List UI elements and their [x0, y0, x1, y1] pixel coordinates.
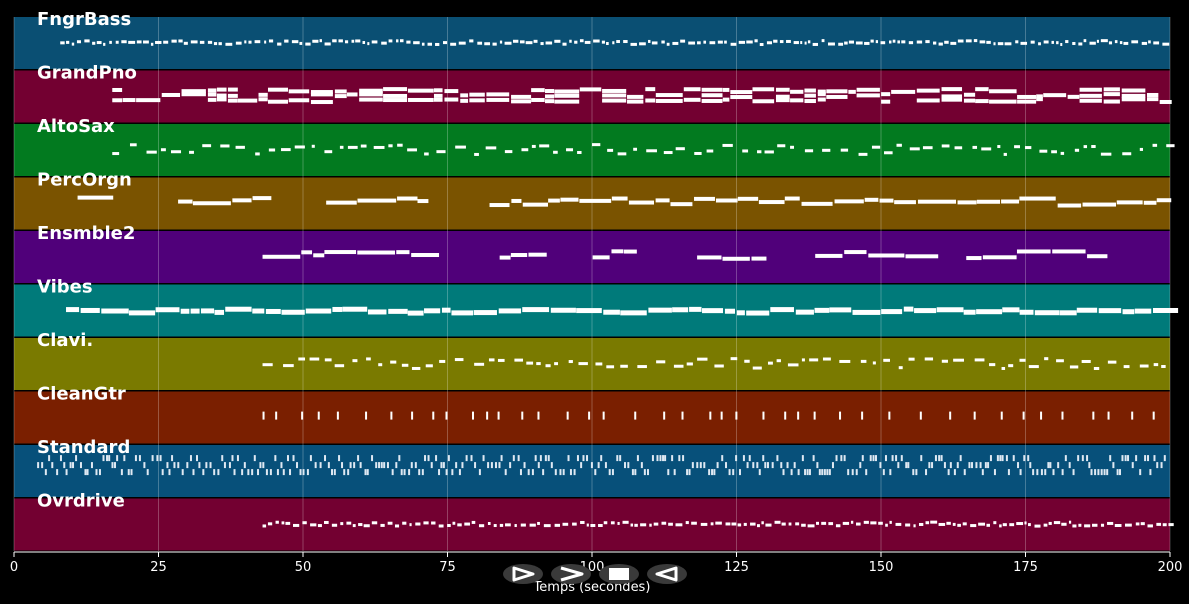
track-lane[interactable] [14, 17, 1170, 69]
track-labels: FngrBass GrandPno AltoSax PercOrgn Ensmble2 V… [37, 9, 137, 512]
next-button[interactable] [551, 564, 591, 584]
playback-controls [503, 564, 687, 584]
tick-label: 75 [439, 560, 456, 575]
tick-label: 0 [10, 560, 18, 575]
track-lane[interactable] [14, 338, 1170, 390]
track-name: FngrBass [37, 9, 131, 30]
track-lane[interactable] [14, 445, 1170, 497]
track-name: PercOrgn [37, 170, 132, 191]
tick-label: 50 [295, 560, 312, 575]
track-name: GrandPno [37, 63, 137, 84]
track-notes [112, 87, 1172, 105]
track-name: Standard [37, 437, 130, 458]
track-name: AltoSax [37, 116, 115, 137]
track-lane[interactable] [14, 70, 1170, 123]
play-reverse-button[interactable] [647, 564, 687, 584]
tick-label: 25 [150, 560, 167, 575]
axis-label: Temps (secondes) [533, 580, 651, 595]
track-name: CleanGtr [37, 384, 126, 405]
track-name: Ovrdrive [37, 491, 125, 512]
track-name: Vibes [37, 277, 93, 298]
track-notes [112, 143, 1175, 156]
tick-label: 150 [869, 560, 894, 575]
track-notes [66, 306, 1179, 316]
time-grid [13, 17, 1171, 551]
time-axis: Temps (secondes) 0 25 50 75 100 125 150 175 200 [10, 551, 1183, 595]
track-name: Clavi. [37, 330, 93, 351]
tick-label: 125 [724, 560, 749, 575]
tick-label: 175 [1013, 560, 1038, 575]
play-forward-button[interactable] [503, 564, 543, 584]
track-notes [60, 39, 1170, 47]
track-notes [262, 520, 1174, 528]
stop-button[interactable] [599, 564, 639, 584]
tick-label: 200 [1158, 560, 1183, 575]
track-notes [77, 195, 1172, 208]
track-lane[interactable] [14, 124, 1170, 176]
track-notes [262, 357, 1166, 370]
track-name: Ensmble2 [37, 223, 135, 244]
chevron-right-icon [560, 566, 584, 582]
track-notes [262, 411, 1155, 420]
track-lane[interactable] [14, 391, 1170, 444]
play-reverse-outline-icon [655, 566, 678, 582]
note-layer [37, 39, 1179, 528]
track-notes [262, 249, 1108, 261]
track-notes [37, 455, 1166, 476]
stop-icon [609, 568, 629, 580]
play-outline-icon [512, 566, 535, 582]
